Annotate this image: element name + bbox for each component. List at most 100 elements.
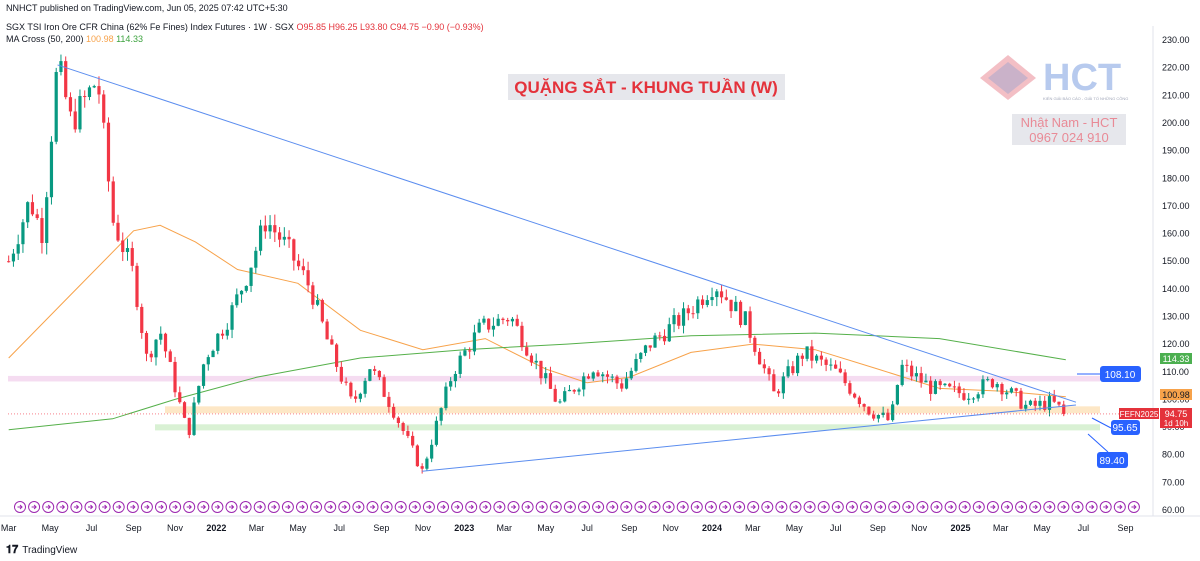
event-arrow-icon bbox=[1032, 504, 1038, 510]
y-tick-label: 80.00 bbox=[1162, 450, 1185, 460]
y-tick-label: 200.00 bbox=[1162, 118, 1190, 128]
x-tick-label: Nov bbox=[663, 523, 680, 533]
event-arrow-icon bbox=[609, 504, 615, 510]
candle-body bbox=[881, 412, 885, 415]
author-box bbox=[1012, 114, 1126, 145]
candle-body bbox=[534, 360, 538, 363]
y-tick-label: 190.00 bbox=[1162, 146, 1190, 156]
candle-body bbox=[615, 376, 619, 384]
footer-brand[interactable]: 𝟏𝟕 TradingView bbox=[6, 544, 77, 557]
candle-body bbox=[87, 87, 92, 97]
axis-layer: 60.0070.0080.0090.00100.00110.00120.0013… bbox=[0, 26, 1200, 533]
x-tick-label: 2024 bbox=[702, 523, 722, 533]
candle-body bbox=[97, 86, 101, 95]
candle-body bbox=[525, 347, 529, 356]
level-low-text: 89.40 bbox=[1099, 456, 1124, 467]
x-tick-label: Jul bbox=[830, 523, 842, 533]
candle-body bbox=[296, 260, 301, 267]
candle-body bbox=[263, 225, 267, 232]
candle-body bbox=[140, 306, 144, 333]
candle-body bbox=[287, 236, 291, 240]
event-arrow-icon bbox=[398, 504, 404, 510]
x-tick-label: Mar bbox=[249, 523, 265, 533]
candle-body bbox=[834, 364, 838, 369]
event-arrow-icon bbox=[1089, 504, 1095, 510]
event-arrow-icon bbox=[708, 504, 714, 510]
event-arrow-icon bbox=[1075, 504, 1081, 510]
event-arrow-icon bbox=[891, 504, 897, 510]
candle-body bbox=[482, 318, 486, 323]
candle-body bbox=[7, 261, 11, 263]
ma-fast-badge-text: 100.98 bbox=[1162, 390, 1190, 400]
candle-body bbox=[643, 345, 648, 353]
candle-body bbox=[1057, 401, 1061, 405]
event-arrow-icon bbox=[807, 504, 813, 510]
candle-body bbox=[149, 353, 153, 358]
event-arrow-icon bbox=[637, 504, 644, 510]
candle-body bbox=[106, 122, 111, 182]
candle-body bbox=[772, 374, 776, 392]
candle-body bbox=[1052, 396, 1056, 402]
candle-body bbox=[829, 364, 833, 366]
candle-body bbox=[73, 111, 77, 130]
event-arrow-icon bbox=[778, 504, 785, 510]
event-arrow-icon bbox=[200, 504, 207, 510]
candle-body bbox=[168, 351, 172, 362]
indicator-line[interactable]: MA Cross (50, 200) 100.98 114.33 bbox=[6, 34, 143, 44]
candle-body bbox=[700, 299, 705, 305]
ma-cross-label: MA Cross (50, 200) bbox=[6, 34, 84, 44]
event-arrow-icon bbox=[130, 504, 136, 510]
candle-body bbox=[715, 291, 719, 298]
candle-body bbox=[1028, 400, 1033, 405]
candle-body bbox=[515, 318, 519, 326]
event-arrow-icon bbox=[877, 504, 883, 510]
x-tick-label: Sep bbox=[621, 523, 637, 533]
candle-body bbox=[696, 299, 700, 314]
event-arrow-icon bbox=[88, 504, 94, 510]
candle-body bbox=[867, 406, 871, 415]
event-arrow-icon bbox=[863, 504, 869, 510]
moving-averages-layer bbox=[8, 224, 1066, 431]
event-arrow-icon bbox=[158, 504, 164, 510]
x-tick-label: Sep bbox=[126, 523, 142, 533]
event-arrow-icon bbox=[116, 504, 122, 510]
candle-body bbox=[786, 366, 790, 377]
x-tick-label: Jul bbox=[1078, 523, 1090, 533]
candle-body bbox=[182, 402, 187, 418]
candle-body bbox=[729, 299, 733, 312]
candle-body bbox=[159, 333, 163, 340]
candle-body bbox=[35, 214, 39, 219]
y-tick-label: 230.00 bbox=[1162, 35, 1190, 45]
event-arrow-icon bbox=[821, 504, 827, 510]
candle-body bbox=[368, 369, 372, 381]
candle-body bbox=[639, 352, 643, 359]
event-arrow-icon bbox=[454, 504, 460, 510]
event-arrow-icon bbox=[214, 504, 221, 510]
candle-body bbox=[805, 346, 809, 359]
event-arrow-icon bbox=[384, 504, 390, 510]
candle-body bbox=[434, 420, 439, 445]
event-arrow-icon bbox=[73, 504, 80, 510]
candle-body bbox=[929, 380, 933, 394]
candle-body bbox=[377, 370, 381, 378]
candle-body bbox=[672, 315, 676, 325]
ma-slow-badge-text: 114.33 bbox=[1163, 354, 1190, 364]
symbol-name[interactable]: SGX TSI Iron Ore CFR China (62% Fe Fines… bbox=[6, 22, 294, 32]
event-arrow-icon bbox=[102, 504, 108, 510]
candle-body bbox=[453, 373, 458, 382]
title-box bbox=[508, 74, 785, 100]
zone-support bbox=[165, 406, 1100, 414]
event-arrow-icon bbox=[835, 504, 841, 510]
event-arrow-icon bbox=[511, 504, 517, 510]
overlay-layer: QUẶNG SẮT - KHUNG TUẦN (W) HCT KIẾN GIẢI… bbox=[508, 55, 1192, 468]
event-arrow-icon bbox=[1103, 504, 1109, 510]
candle-body bbox=[548, 373, 553, 389]
candle-body bbox=[178, 392, 182, 403]
candle-body bbox=[957, 386, 961, 394]
candle-body bbox=[477, 322, 481, 333]
candle-body bbox=[216, 333, 220, 351]
candle-body bbox=[230, 305, 234, 330]
candle-body bbox=[995, 384, 999, 388]
x-tick-label: Jul bbox=[581, 523, 593, 533]
